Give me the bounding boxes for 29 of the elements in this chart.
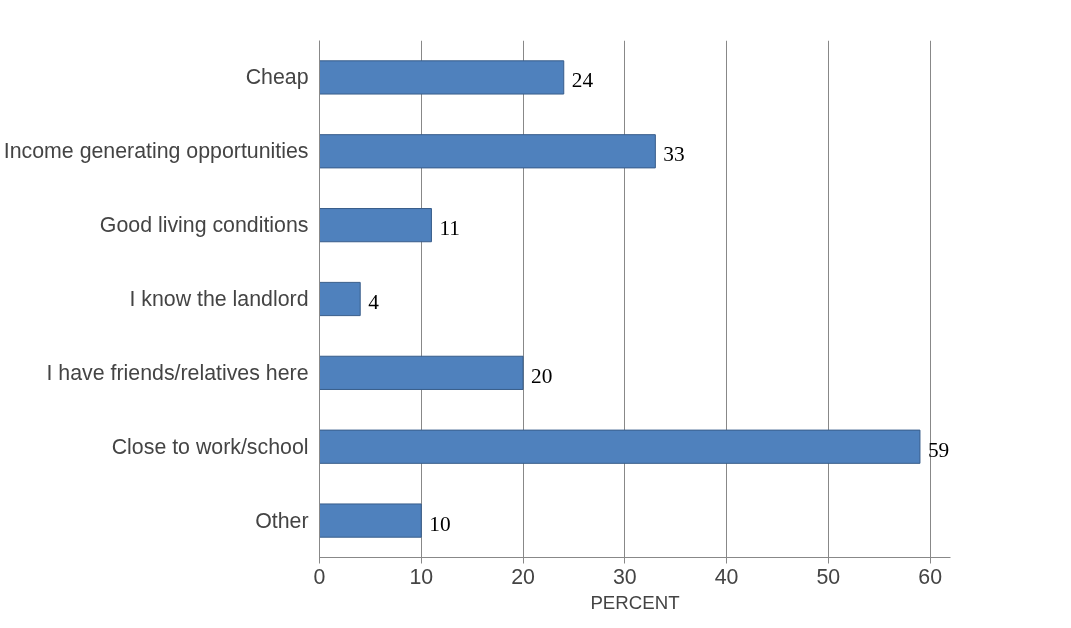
data-label: 20 [531,363,553,388]
bar [319,60,565,95]
data-label: 11 [439,216,460,241]
x-tick-label: 40 [714,564,739,589]
x-tick-label: 0 [313,564,326,589]
x-tick-label: 60 [918,564,943,589]
y-tick-label: Close to work/school [111,434,309,459]
data-label: 33 [663,142,685,167]
y-tick-label: Other [255,508,309,533]
x-tick-label: 10 [409,564,434,589]
bar [319,355,524,390]
y-tick-label: Income generating opportunities [3,139,309,164]
y-tick-label: Good living conditions [99,213,309,238]
data-label: 4 [368,290,380,314]
x-axis-title: PERCENT [590,591,680,613]
y-tick-label: Cheap [245,65,309,90]
y-tick-label: I have friends/relatives here [46,360,309,385]
data-label: 10 [429,511,451,536]
x-tick-label: 30 [612,564,637,589]
bar [319,134,656,169]
x-tick-label: 50 [816,564,841,589]
y-tick-label: I know the landlord [129,287,309,311]
bar [319,503,422,538]
data-label: 59 [927,437,950,462]
bar [319,281,361,317]
x-tick-label: 20 [511,564,536,589]
bar [319,208,432,243]
data-label: 24 [571,68,594,93]
bar [319,429,921,464]
